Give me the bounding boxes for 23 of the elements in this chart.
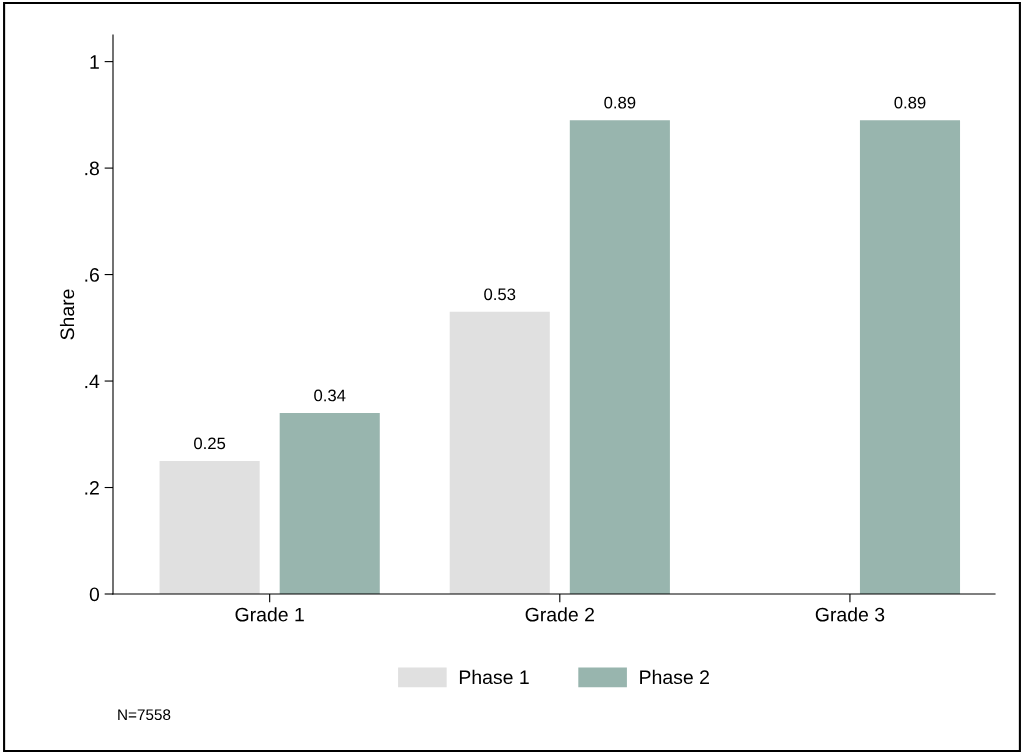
y-tick-label: .6 <box>85 268 99 282</box>
y-tick-label: 0 <box>89 587 100 602</box>
legend-label: Phase 1 <box>459 669 529 685</box>
x-tick-label: Grade 2 <box>525 607 594 622</box>
bar <box>569 120 670 594</box>
y-tick-label: .4 <box>85 374 100 389</box>
y-tick-label: 1 <box>90 55 99 69</box>
data-label: 0.89 <box>604 96 636 109</box>
data-label: 0.89 <box>894 96 926 109</box>
bar <box>859 120 961 594</box>
text: N=7558 <box>118 709 171 721</box>
legend-label: Phase 2 <box>640 669 709 685</box>
bar <box>449 311 550 594</box>
y-tick-label: .2 <box>85 480 99 495</box>
data-label: 0.53 <box>484 288 516 301</box>
bar <box>279 412 380 594</box>
x-tick-label: Grade 3 <box>815 607 885 622</box>
data-label: 0.34 <box>314 389 346 402</box>
y-tick-label: .8 <box>85 161 99 176</box>
x-tick-label: Grade 1 <box>235 607 304 622</box>
y-axis-title: Share <box>59 289 75 340</box>
bar <box>159 460 260 594</box>
data-label: 0.25 <box>194 437 226 450</box>
